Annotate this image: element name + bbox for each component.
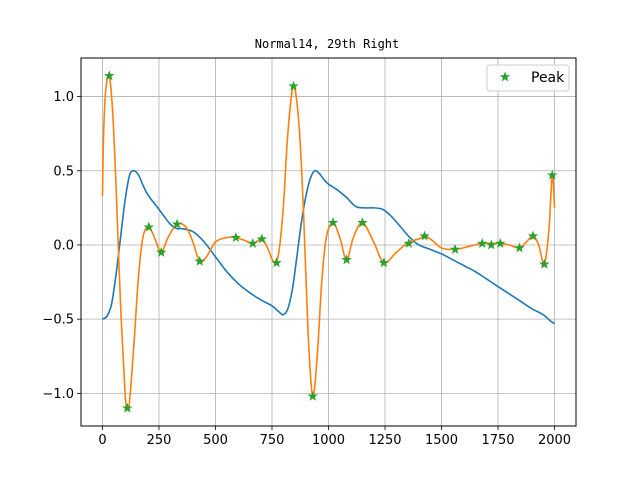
peak-marker	[486, 239, 497, 250]
peak-marker	[378, 257, 390, 268]
peak-marker	[539, 258, 550, 269]
peak-marker	[156, 246, 167, 257]
x-tick-label: 2000	[538, 433, 571, 448]
peak-marker	[327, 217, 339, 228]
peak-marker	[514, 242, 525, 253]
peak-marker	[230, 232, 242, 242]
x-tick-label: 500	[203, 433, 228, 448]
x-axis: 0 250 500 750 1000 1250 1500 1750 2000	[98, 426, 571, 448]
y-tick-label: 1.0	[53, 90, 74, 105]
y-tick-label: 0.5	[53, 164, 74, 179]
peak-marker	[143, 221, 155, 232]
peak-marker	[104, 70, 115, 81]
peak-marker	[341, 254, 352, 265]
x-tick-label: 1500	[425, 433, 458, 448]
chart-title: Normal14, 29th Right	[255, 37, 400, 51]
peak-marker	[357, 217, 368, 228]
x-tick-label: 1250	[368, 433, 401, 448]
peak-marker	[122, 402, 133, 413]
peak-marker	[256, 233, 268, 244]
legend-box	[486, 64, 570, 92]
y-tick-label: −0.5	[42, 313, 74, 328]
peak-marker	[171, 218, 183, 229]
legend-star-icon	[499, 71, 511, 82]
peak-marker	[449, 243, 461, 254]
y-tick-label: 0.0	[53, 238, 74, 253]
peak-marker	[476, 238, 488, 248]
peak-marker	[307, 390, 318, 401]
legend-label-peak: Peak	[531, 70, 565, 86]
signal-line	[102, 169, 555, 325]
peak-marker	[271, 257, 282, 268]
peak-marker	[288, 80, 299, 91]
legend-peak-marker	[499, 71, 511, 82]
x-tick-label: 250	[147, 433, 172, 448]
peak-marker	[194, 255, 205, 266]
x-tick-label: 0	[98, 433, 106, 448]
y-tick-label: −1.0	[42, 387, 74, 402]
legend: Peak	[486, 64, 570, 92]
x-tick-label: 1750	[481, 433, 514, 448]
x-tick-label: 1000	[312, 433, 345, 448]
derivative-line	[101, 74, 556, 411]
x-tick-label: 750	[260, 433, 285, 448]
peak-marker	[527, 230, 539, 241]
y-axis: −1.0 −0.5 0.0 0.5 1.0	[42, 90, 81, 402]
peak-marker	[547, 169, 558, 180]
peak-marker	[403, 238, 414, 248]
plot-area	[101, 70, 558, 413]
peak-markers	[104, 70, 558, 413]
series-lines	[101, 74, 556, 411]
peak-marker	[419, 230, 430, 241]
peak-marker	[495, 238, 506, 248]
peak-marker	[247, 238, 258, 248]
